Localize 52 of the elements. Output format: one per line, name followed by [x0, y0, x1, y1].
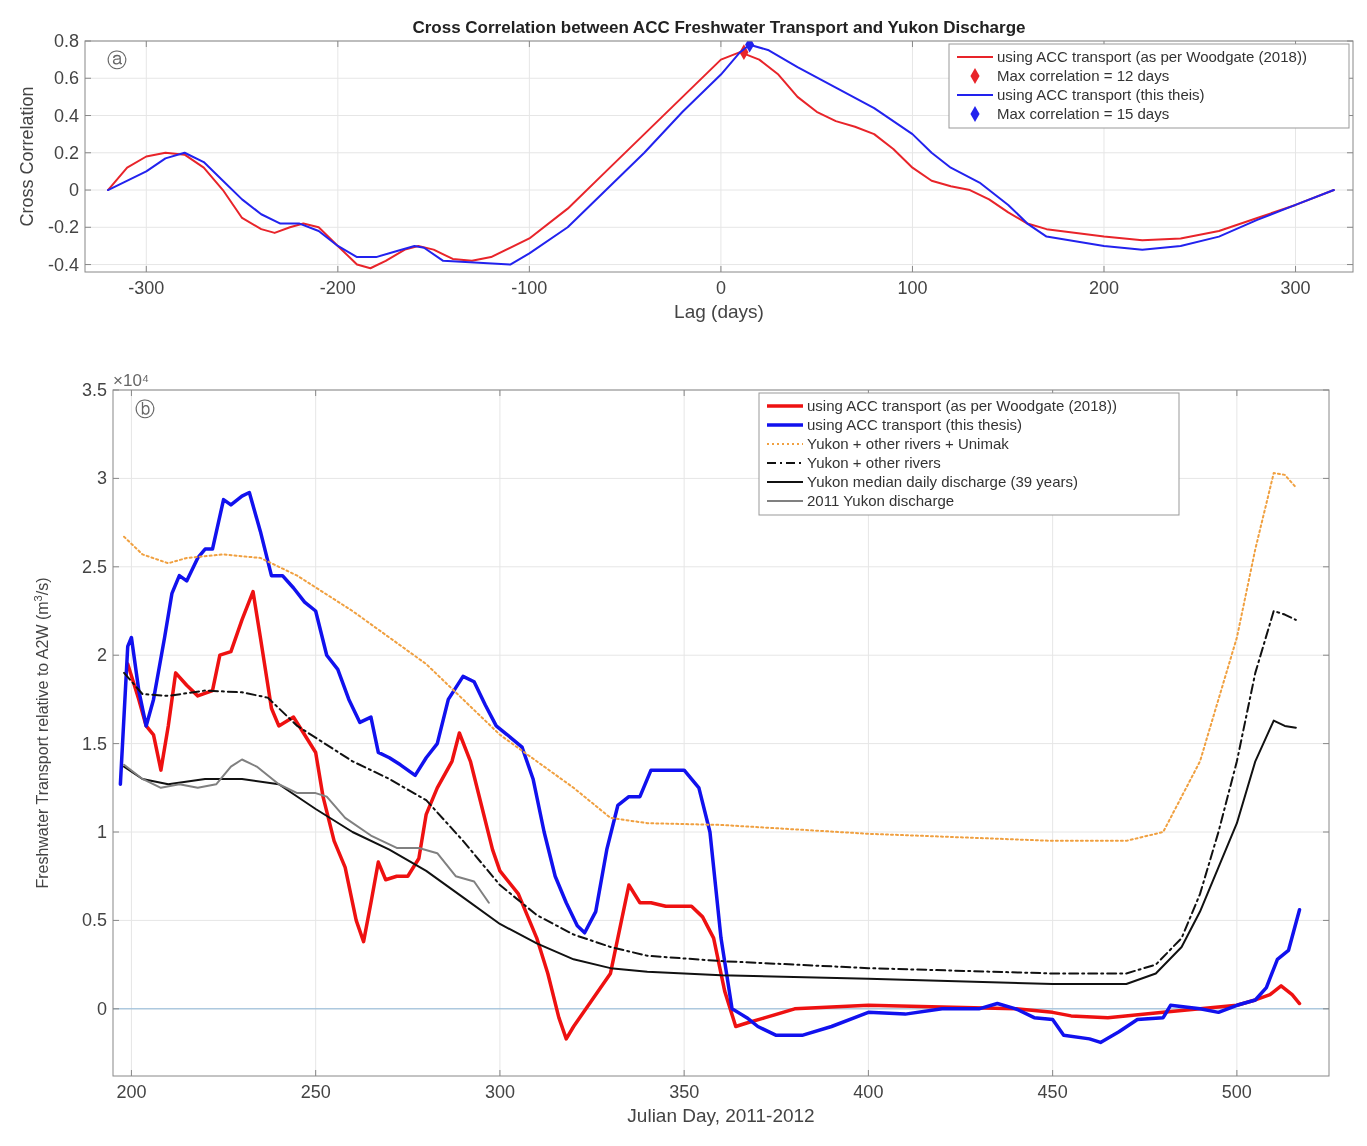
legend-label: using ACC transport (as per Woodgate (2018)) [807, 397, 1117, 414]
y-tick-label: 3 [96, 468, 107, 489]
y-tick-label: 1.5 [81, 733, 107, 754]
x-tick-label: 200 [116, 1082, 147, 1102]
y-tick-label: 0.4 [53, 105, 79, 126]
annotation: ×10⁴ [113, 371, 150, 390]
x-tick-label: 300 [484, 1082, 515, 1102]
y-tick-label: -0.4 [47, 254, 79, 275]
y-axis-title: Cross Correlation [17, 86, 37, 227]
line-series [123, 610, 1297, 975]
x-tick-label: 0 [715, 278, 726, 298]
y-tick-label: 2 [96, 645, 107, 666]
legend-label: Yukon + other rivers [807, 454, 941, 471]
y-tick-label: 0.5 [81, 910, 107, 931]
annotation: ⓑ [135, 398, 155, 420]
line-series [123, 758, 490, 904]
chart-title: Cross Correlation between ACC Freshwater Transport and Yukon Discharge [412, 18, 1026, 37]
x-tick-label: 250 [300, 1082, 331, 1102]
y-tick-label: 0 [96, 998, 107, 1019]
x-axis-title: Lag (days) [674, 301, 764, 322]
legend-label: using ACC transport (this theis) [997, 86, 1205, 103]
line-series [123, 719, 1297, 986]
line-series [123, 472, 1297, 842]
annotation: ⓐ [107, 49, 127, 71]
y-tick-label: 0 [68, 180, 79, 201]
x-tick-label: -300 [128, 278, 165, 298]
y-tick-label: 2.5 [81, 556, 107, 577]
legend-label: Yukon median daily discharge (39 years) [807, 473, 1078, 490]
y-tick-label: 0.6 [53, 68, 79, 89]
x-tick-label: 300 [1280, 278, 1311, 298]
legend-label: using ACC transport (as per Woodgate (2018)) [997, 48, 1307, 65]
x-tick-label: 500 [1221, 1082, 1252, 1102]
y-tick-label: 3.5 [81, 380, 107, 400]
line-series [125, 589, 1302, 1041]
y-tick-label: 1 [96, 822, 107, 843]
x-tick-label: 350 [669, 1082, 700, 1102]
x-axis-title: Julian Day, 2011-2012 [627, 1105, 815, 1126]
legend-label: using ACC transport (this thesis) [807, 416, 1023, 433]
line-series [118, 490, 1302, 1045]
y-tick-label: 0.2 [53, 142, 79, 163]
x-tick-label: -100 [511, 278, 548, 298]
x-tick-label: 200 [1088, 278, 1120, 298]
legend-label: Max correlation = 15 days [997, 105, 1170, 122]
x-tick-label: 100 [897, 278, 928, 298]
legend-label: 2011 Yukon discharge [807, 492, 955, 509]
x-tick-label: -200 [319, 278, 356, 298]
y-tick-label: 0.8 [53, 31, 79, 51]
legend-label: Max correlation = 12 days [997, 67, 1170, 84]
x-tick-label: 450 [1037, 1082, 1068, 1102]
x-tick-label: 400 [853, 1082, 884, 1102]
legend-label: Yukon + other rivers + Unimak [807, 435, 1010, 452]
y-tick-label: -0.2 [47, 217, 79, 238]
